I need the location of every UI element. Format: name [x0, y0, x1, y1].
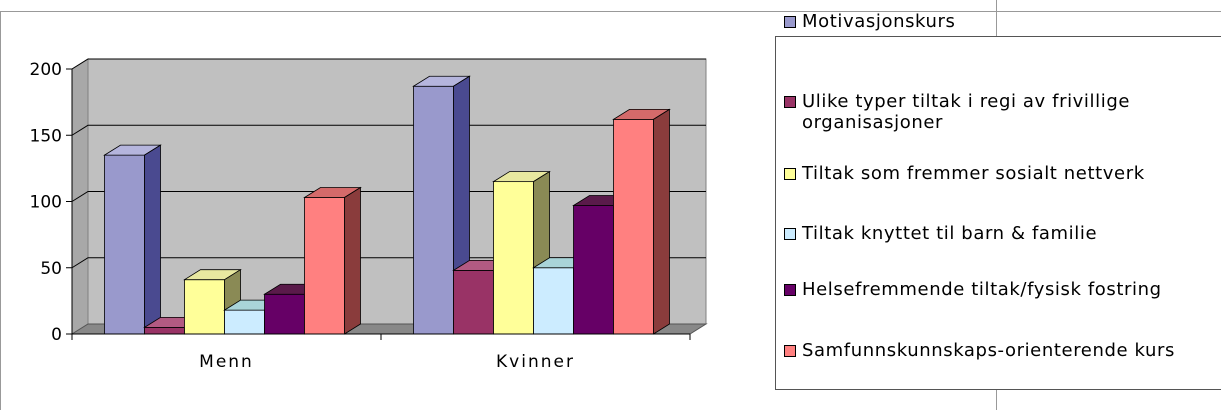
legend-swatch — [784, 284, 796, 296]
y-tick-label: 200 — [30, 60, 62, 80]
bar-front — [494, 182, 534, 334]
legend-label: Samfunnskunnskaps-orienterende kurs — [802, 340, 1175, 361]
x-tick-label: Menn — [199, 352, 254, 372]
legend-item: Samfunnskunnskaps-orienterende kurs — [784, 340, 1217, 361]
legend-label: Motivasjonskurs — [802, 11, 956, 32]
bar-chart: 0 50 100 150 200 Menn Kvinner — [0, 0, 760, 410]
legend-swatch — [784, 96, 796, 108]
legend-label: Tiltak som fremmer sosialt nettverk — [802, 163, 1145, 184]
x-tick-label: Kvinner — [496, 352, 575, 372]
y-tick-label: 0 — [51, 325, 62, 345]
bar-front — [574, 205, 614, 334]
y-tick-label: 50 — [40, 259, 62, 279]
legend-item: Ulike typer tiltak i regi av frivillige … — [784, 91, 1217, 133]
legend-swatch — [784, 168, 796, 180]
y-tick-label: 150 — [30, 126, 62, 146]
bar — [105, 145, 161, 334]
legend-item: Tiltak som fremmer sosialt nettverk — [784, 163, 1217, 184]
bar-front — [265, 294, 305, 334]
legend-label: Helsefremmende tiltak/fysisk fostring — [802, 279, 1162, 300]
bar — [305, 188, 361, 334]
bar-side — [145, 145, 161, 334]
legend-item: Tiltak knyttet til barn & familie — [784, 223, 1217, 244]
bar-side — [654, 109, 670, 334]
legend-swatch — [784, 16, 796, 28]
bar-front — [414, 86, 454, 334]
bar — [614, 109, 670, 334]
bar-front — [614, 119, 654, 334]
legend-label: Ulike typer tiltak i regi av frivillige … — [802, 91, 1217, 133]
legend-swatch — [784, 228, 796, 240]
bar-side — [345, 188, 361, 334]
bar-front — [534, 268, 574, 334]
legend-swatch — [784, 345, 796, 357]
bar-front — [105, 155, 145, 334]
legend-item: Motivasjonskurs — [784, 11, 1217, 32]
bar-front — [225, 310, 265, 334]
bar-front — [454, 270, 494, 334]
legend-label: Tiltak knyttet til barn & familie — [802, 223, 1097, 244]
bar-front — [145, 327, 185, 334]
bar-front — [305, 198, 345, 334]
bar-front — [185, 280, 225, 334]
legend-item: Helsefremmende tiltak/fysisk fostring — [784, 279, 1217, 300]
y-tick-label: 100 — [30, 193, 62, 213]
chart-legend: Motivasjonskurs Ulike typer tiltak i regi… — [775, 36, 1221, 390]
